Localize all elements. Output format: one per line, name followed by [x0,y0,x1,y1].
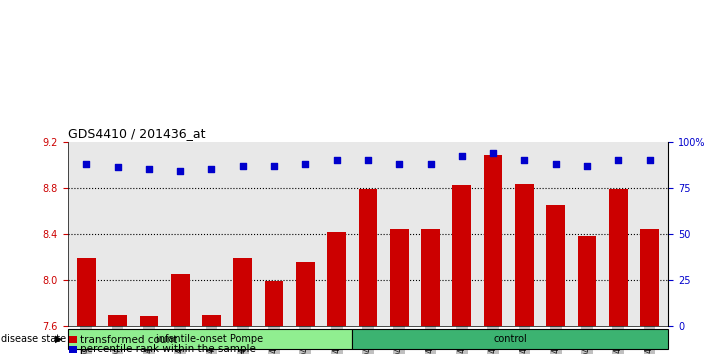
Point [394,161,405,166]
Point [174,168,186,174]
Point [237,163,248,169]
Point [456,154,468,159]
Bar [171,274,190,326]
Bar [139,316,159,326]
Point [644,157,656,163]
Text: transformed count: transformed count [80,335,178,344]
Point [299,161,311,166]
Bar [609,189,628,326]
Point [425,161,437,166]
Point [143,166,154,172]
Bar [640,229,659,326]
Bar [452,185,471,326]
Bar [264,281,284,326]
Point [268,163,279,169]
Bar [70,346,77,353]
Point [519,157,530,163]
Bar [421,229,440,326]
Point [112,165,123,170]
Bar [546,205,565,326]
Bar [577,236,597,326]
Text: percentile rank within the sample: percentile rank within the sample [80,344,256,354]
Point [205,166,217,172]
Text: GDS4410 / 201436_at: GDS4410 / 201436_at [68,127,205,141]
Point [362,157,374,163]
Bar [515,184,534,326]
Point [582,163,593,169]
Bar [70,336,77,343]
Bar [352,329,668,349]
Point [613,157,624,163]
Bar [233,258,252,326]
Text: ▶: ▶ [55,334,63,344]
Point [331,157,342,163]
Bar [296,262,315,326]
Bar [202,315,221,326]
Bar [68,329,352,349]
Point [550,161,562,166]
Point [488,150,499,155]
Point [80,161,92,166]
Bar [108,315,127,326]
Text: infantile-onset Pompe: infantile-onset Pompe [156,334,263,344]
Text: disease state: disease state [1,334,66,344]
Bar [390,229,409,326]
Bar [327,233,346,326]
Text: control: control [493,334,527,344]
Bar [483,155,503,326]
Bar [358,189,378,326]
Bar [77,258,96,326]
